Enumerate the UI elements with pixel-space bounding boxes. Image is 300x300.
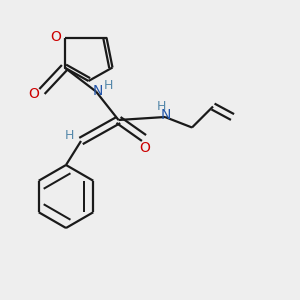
Text: O: O	[50, 30, 61, 44]
Text: H: H	[64, 129, 74, 142]
Text: H: H	[104, 79, 113, 92]
Text: O: O	[28, 87, 39, 101]
Text: N: N	[161, 108, 171, 122]
Text: H: H	[157, 100, 166, 113]
Text: O: O	[139, 141, 150, 154]
Text: N: N	[92, 84, 103, 98]
